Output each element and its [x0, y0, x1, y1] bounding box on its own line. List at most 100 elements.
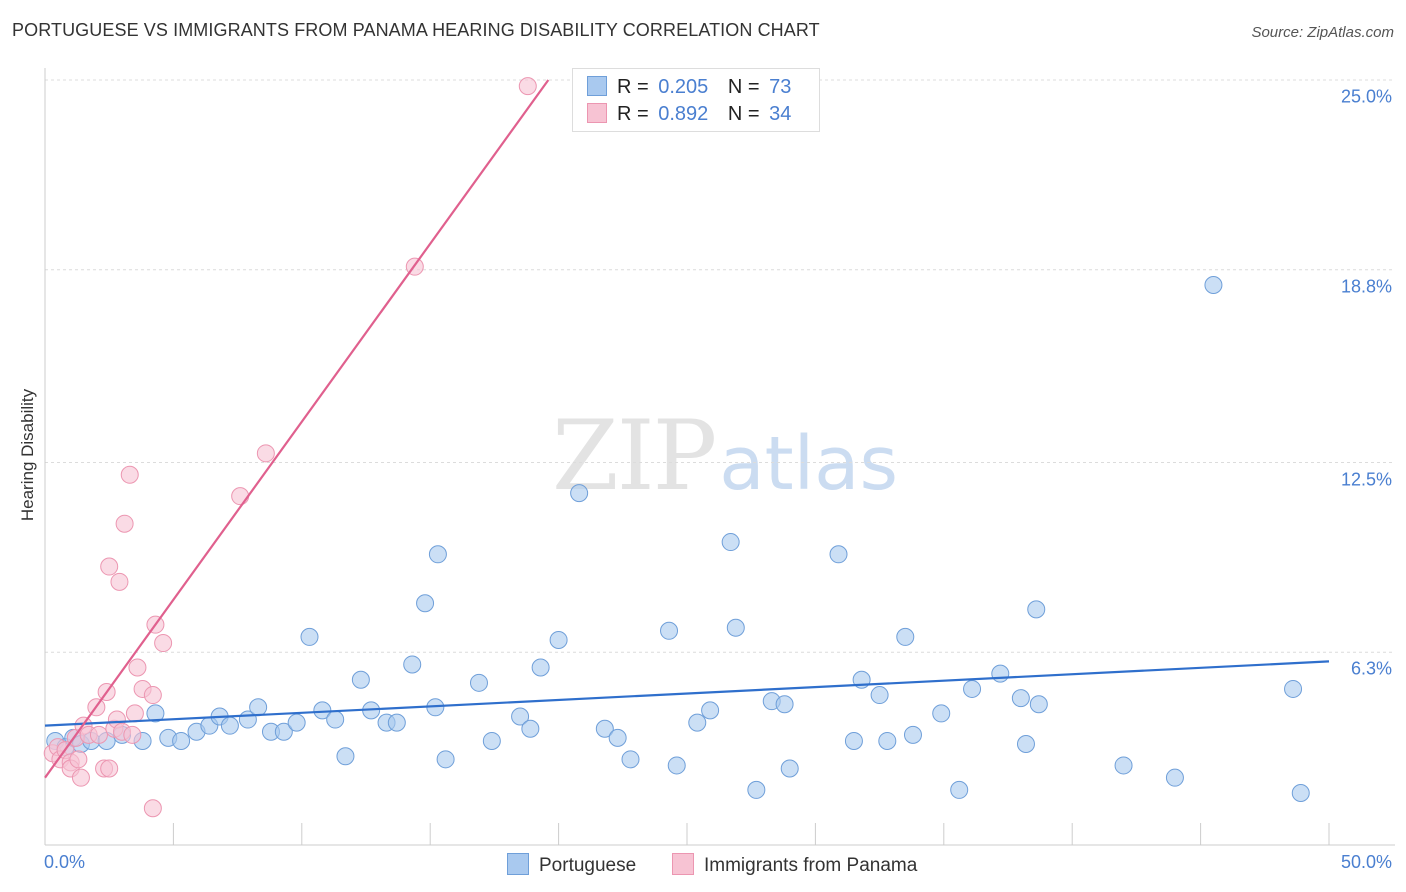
portuguese-point — [469, 673, 488, 692]
portuguese-point — [436, 750, 455, 769]
portuguese-point — [660, 621, 679, 640]
portuguese-swatch — [507, 853, 529, 875]
portuguese-point — [932, 704, 951, 723]
y-axis-label: Hearing Disability — [18, 388, 37, 522]
y-tick-label: 6.3% — [1350, 658, 1392, 679]
portuguese-point — [326, 710, 345, 729]
r-value: 0.205 — [658, 76, 709, 98]
legend-item-panama: Immigrants from Panama — [672, 853, 917, 877]
portuguese-point — [570, 484, 589, 503]
r-label: R = — [617, 76, 649, 98]
r-label: R = — [617, 103, 649, 125]
panama-point — [120, 465, 139, 484]
portuguese-point — [1165, 768, 1184, 787]
panama-point — [115, 514, 134, 533]
portuguese-point — [1029, 695, 1048, 714]
portuguese-point — [829, 545, 848, 564]
portuguese-point — [903, 725, 922, 744]
panama-point — [154, 634, 173, 653]
portuguese-point — [608, 728, 627, 747]
portuguese-point — [1204, 276, 1223, 295]
portuguese-point — [621, 750, 640, 769]
portuguese-point — [387, 713, 406, 732]
trendlines — [44, 79, 1330, 779]
data-points — [43, 77, 1310, 818]
portuguese-point — [146, 704, 165, 723]
portuguese-point — [531, 658, 550, 677]
x-tick-label-min: 0.0% — [44, 852, 86, 872]
n-label: N = — [727, 76, 760, 98]
portuguese-point — [274, 722, 293, 741]
panama-point — [71, 768, 90, 787]
panama-point — [143, 686, 162, 705]
portuguese-point — [1027, 600, 1046, 619]
panama-point — [89, 725, 108, 744]
panama-swatch — [672, 853, 694, 875]
portuguese-point — [172, 731, 191, 750]
portuguese-point — [1011, 689, 1030, 708]
portuguese-point — [595, 719, 614, 738]
portuguese-point — [844, 731, 863, 750]
y-tick-label: 18.8% — [1340, 276, 1392, 297]
legend-label-panama: Immigrants from Panama — [704, 855, 918, 876]
panama-point — [100, 557, 119, 576]
portuguese-point — [896, 627, 915, 646]
portuguese-point — [1284, 679, 1303, 698]
portuguese-trendline — [44, 660, 1330, 727]
portuguese-point — [780, 759, 799, 778]
portuguese-point — [416, 594, 435, 613]
portuguese-point — [403, 655, 422, 674]
n-value: 73 — [769, 76, 792, 98]
portuguese-point — [351, 670, 370, 689]
n-value: 34 — [769, 103, 792, 125]
grid-lines — [45, 79, 1395, 653]
panama-point — [231, 487, 250, 506]
portuguese-point — [775, 695, 794, 714]
stats-legend: R = 0.205 N = 73 R = 0.892 N = 34 — [572, 68, 820, 132]
portuguese-point — [726, 618, 745, 637]
portuguese-point — [878, 731, 897, 750]
portuguese-point — [721, 533, 740, 552]
panama-point — [100, 759, 119, 778]
portuguese-point — [1016, 735, 1035, 754]
panama-swatch — [587, 103, 607, 123]
portuguese-point — [482, 731, 501, 750]
portuguese-point — [667, 756, 686, 775]
y-tick-label: 25.0% — [1340, 86, 1392, 107]
panama-point — [110, 572, 129, 591]
panama-trendline — [44, 79, 550, 779]
portuguese-point — [1114, 756, 1133, 775]
legend-row-panama: R = 0.892 N = 34 — [587, 103, 791, 125]
panama-point — [518, 77, 537, 96]
source-label: Source: ZipAtlas.com — [1251, 24, 1394, 41]
panama-point — [123, 725, 142, 744]
portuguese-swatch — [587, 76, 607, 96]
chart-title: PORTUGUESE VS IMMIGRANTS FROM PANAMA HEA… — [12, 20, 820, 40]
portuguese-point — [300, 627, 319, 646]
portuguese-point — [521, 719, 540, 738]
portuguese-point — [688, 713, 707, 732]
y-tick-label: 12.5% — [1340, 469, 1392, 489]
portuguese-point — [963, 679, 982, 698]
portuguese-point — [870, 686, 889, 705]
portuguese-point — [220, 716, 239, 735]
portuguese-point — [511, 707, 530, 726]
portuguese-point — [336, 747, 355, 766]
panama-point — [143, 799, 162, 818]
panama-point — [125, 704, 144, 723]
portuguese-point — [1291, 783, 1310, 802]
portuguese-point — [950, 780, 969, 799]
portuguese-point — [287, 713, 306, 732]
r-value: 0.892 — [658, 103, 709, 125]
portuguese-point — [549, 630, 568, 649]
portuguese-point — [249, 698, 268, 717]
legend-item-portuguese: Portuguese — [507, 853, 636, 877]
panama-point — [69, 750, 88, 769]
portuguese-point — [747, 780, 766, 799]
x-tick-label-max: 50.0% — [1340, 852, 1392, 872]
panama-point — [128, 658, 147, 677]
watermark-atlas: atlas — [719, 421, 899, 507]
portuguese-point — [701, 701, 720, 720]
n-label: N = — [727, 103, 760, 125]
